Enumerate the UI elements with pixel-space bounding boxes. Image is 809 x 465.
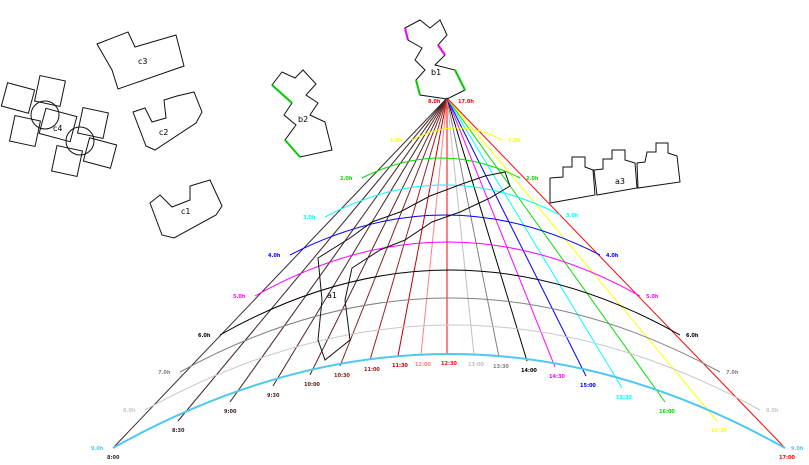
building-b1: b1 xyxy=(404,19,466,100)
time-ray xyxy=(446,97,587,377)
arc-label-right: 7.0h xyxy=(726,370,739,376)
arc-label-right: 6.0h xyxy=(686,333,699,339)
arc-label-left: 6.0h xyxy=(198,333,211,339)
time-ray xyxy=(446,97,556,368)
arc-label-right: 8.0h xyxy=(766,408,779,414)
arc-label-right: 5.0h xyxy=(646,294,659,300)
arc-label-right: 4.0h xyxy=(606,253,619,259)
time-label: 15:00 xyxy=(580,383,596,389)
shadow-arc xyxy=(411,127,503,141)
time-ray xyxy=(369,97,448,361)
time-label: 15:30 xyxy=(616,395,632,401)
time-label: 17:00 xyxy=(779,455,795,461)
building-a3: a3 xyxy=(549,142,681,204)
time-label: 10:30 xyxy=(334,373,350,379)
time-label: 9:00 xyxy=(224,409,237,415)
building-label-a1: a1 xyxy=(327,291,337,300)
time-label: 11:30 xyxy=(392,363,408,369)
time-ray xyxy=(446,97,786,449)
time-ray xyxy=(446,97,623,389)
arc-label-right: 9.0h xyxy=(791,446,804,452)
arc-label-left: 4.0h xyxy=(268,253,281,259)
building-c3: c3 xyxy=(96,31,185,90)
arc-label-left: 7.0h xyxy=(158,370,171,376)
time-ray xyxy=(446,97,666,403)
time-label: 9:30 xyxy=(267,393,280,399)
shadow-arc xyxy=(179,297,721,373)
time-label: 11:00 xyxy=(364,367,380,373)
shadow-arc xyxy=(324,184,561,218)
time-ray xyxy=(446,97,528,362)
time-ray xyxy=(339,97,448,367)
shadow-arc xyxy=(254,241,641,297)
time-ray xyxy=(177,97,448,422)
time-ray xyxy=(309,97,448,376)
building-a1-shadow: a1 xyxy=(317,171,511,361)
time-ray xyxy=(446,97,475,356)
time-ray xyxy=(112,97,448,449)
building-label-c2: c2 xyxy=(159,128,169,137)
building-b2: b2 xyxy=(271,69,333,158)
arc-label-left: 3.0h xyxy=(303,215,316,221)
shadow-arcs xyxy=(112,127,786,449)
time-ray xyxy=(446,97,500,358)
time-ray xyxy=(397,97,448,357)
time-label: 12:30 xyxy=(441,361,457,367)
arc-label-left: 9.0h xyxy=(91,446,104,452)
building-label-a3: a3 xyxy=(615,177,625,186)
time-label: 16:00 xyxy=(659,409,675,415)
shadow-arc xyxy=(361,157,521,179)
time-label: 8:00 xyxy=(107,455,120,461)
building-c2: c2 xyxy=(132,91,203,151)
building-label-c1: c1 xyxy=(181,207,191,216)
apex-label-right: 17.0h xyxy=(458,99,474,105)
diagram-labels: 8:00 8:30 9:00 9:30 10:00 10:30 11:00 11:30 12:0… xyxy=(91,99,804,461)
shadow-arc xyxy=(112,353,786,449)
arc-label-right: 3.0h xyxy=(566,213,579,219)
building-c1: c1 xyxy=(149,179,223,239)
building-label-b1: b1 xyxy=(431,68,441,77)
time-label: 14:00 xyxy=(521,368,537,374)
arc-label-left: 5.0h xyxy=(233,294,246,300)
shadow-arc xyxy=(219,269,681,336)
time-label: 14:30 xyxy=(549,374,565,380)
arc-label-left: 1.0h xyxy=(390,138,403,144)
time-label: 13:30 xyxy=(493,364,509,370)
apex-label-left: 8.0h xyxy=(428,99,441,105)
time-label: 16:30 xyxy=(711,428,727,434)
building-c4: c4 xyxy=(0,74,118,178)
time-label: 13:00 xyxy=(468,362,484,368)
building-label-b2: b2 xyxy=(298,115,308,124)
building-label-c4: c4 xyxy=(53,124,63,133)
shadow-arc xyxy=(144,324,761,411)
time-label: 12:00 xyxy=(415,362,431,368)
time-ray xyxy=(446,97,718,422)
arc-label-left: 2.0h xyxy=(340,176,353,182)
time-ray xyxy=(229,97,448,403)
arc-label-left: 8.0h xyxy=(123,408,136,414)
time-label: 10:00 xyxy=(304,382,320,388)
time-rays xyxy=(112,97,786,449)
shadow-arc xyxy=(289,214,601,256)
time-ray xyxy=(272,97,448,387)
arc-label-right: 2.0h xyxy=(526,176,539,182)
arc-label-right: 1.0h xyxy=(508,138,521,144)
time-ray xyxy=(420,97,448,356)
building-label-c3: c3 xyxy=(138,57,148,66)
time-label: 8:30 xyxy=(172,428,185,434)
